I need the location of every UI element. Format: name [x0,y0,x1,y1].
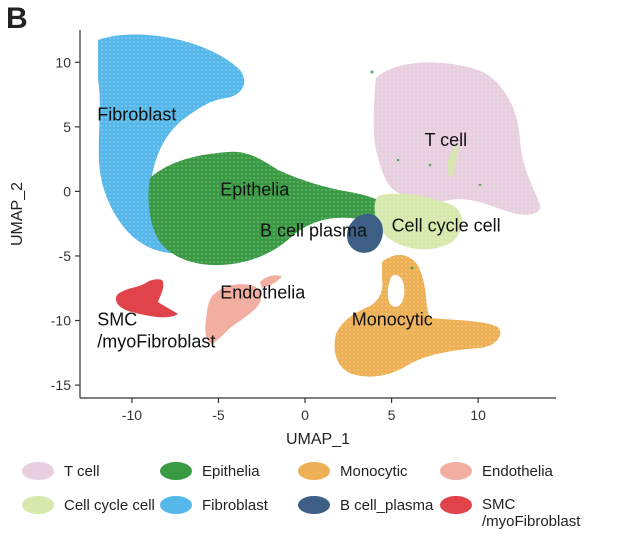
cluster-endothelia [205,275,282,344]
legend-item: Endothelia [440,462,553,480]
cluster-t-cell [373,62,541,215]
legend-label: Endothelia [482,462,553,480]
legend-item: Fibroblast [160,496,268,514]
legend-item: B cell_plasma [298,496,433,514]
x-tick-label: 5 [388,407,396,423]
x-axis-title: UMAP_1 [286,431,350,448]
legend-item: Cell cycle cell [22,496,155,514]
cluster-monocytic [334,255,501,377]
cluster-label: B cell plasma [260,221,368,241]
x-tick-label: -5 [212,407,225,423]
legend-item: Epithelia [160,462,260,480]
legend-label: SMC/myoFibroblast [482,496,581,530]
axis-ticks: -10 -5 0 5 10 10 5 0 -5 -10 -15 [51,54,486,423]
y-tick-label: -15 [51,377,71,393]
y-tick-label: -5 [59,248,72,264]
cluster-label: Fibroblast [97,104,176,124]
legend-item: Monocytic [298,462,408,480]
cluster-epithelia [148,151,400,266]
legend-label: Cell cycle cell [64,496,155,514]
y-axis-title: UMAP_2 [9,182,26,246]
legend-item: T cell [22,462,100,480]
legend-label: Fibroblast [202,496,268,514]
legend-label: B cell_plasma [340,496,434,514]
cluster-label: Cell cycle cell [392,215,501,235]
cluster-fibroblast [98,34,245,254]
cluster-labels: T cell Epithelia Monocytic Endothelia Cell c… [97,104,500,351]
cluster-cell-cycle-cell [374,193,463,250]
legend-swatch [298,496,330,514]
y-tick-label: 10 [55,54,71,70]
cluster-label: Epithelia [220,179,290,199]
legend-swatch [160,496,192,514]
legend-swatch [440,496,472,514]
cluster-b-cell-plasma [347,213,383,253]
cluster-label: T cell [424,130,467,150]
legend-swatch [160,462,192,480]
y-tick-label: 5 [63,119,71,135]
legend-swatch [22,496,54,514]
cluster-label: /myoFibroblast [97,332,215,352]
legend-label: Monocytic [340,462,408,480]
cluster-label: Monocytic [352,310,433,330]
x-tick-label: 0 [301,407,309,423]
legend-swatch [22,462,54,480]
cluster-label: SMC [97,310,137,330]
x-tick-label: 10 [470,407,486,423]
legend-swatch [298,462,330,480]
y-tick-label: 0 [63,183,71,199]
legend-label: T cell [64,462,100,480]
legend-label: Epithelia [202,462,260,480]
cluster-smc-myofibroblast [115,279,178,318]
legend-swatch [440,462,472,480]
y-tick-label: -10 [51,313,71,329]
legend-item: SMC/myoFibroblast [440,496,580,530]
panel-label: B [6,2,28,35]
x-tick-label: -10 [122,407,142,423]
cluster-label: Endothelia [220,283,306,303]
stray-points [234,70,482,270]
